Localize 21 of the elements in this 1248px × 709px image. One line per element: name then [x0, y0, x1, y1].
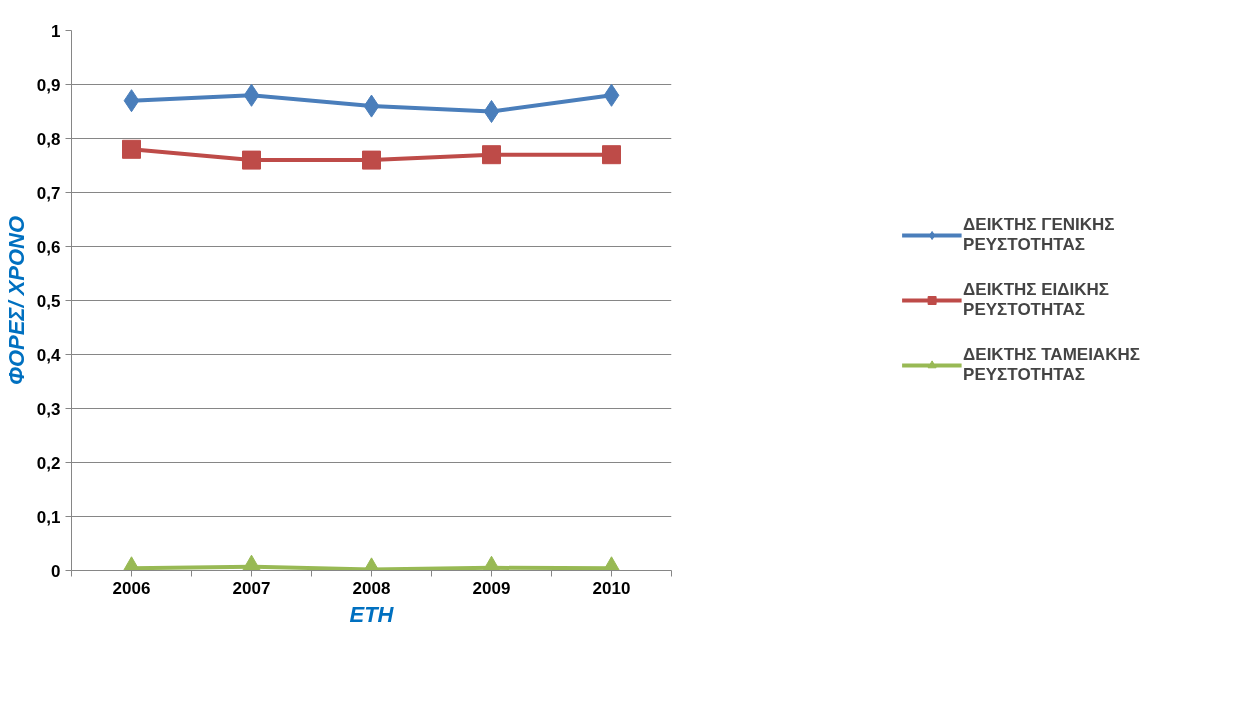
- legend-label: ΔΕΙΚΤΗΣ ΓΕΝΙΚΗΣ ΡΕΥΣΤΟΤΗΤΑΣ: [963, 215, 1115, 255]
- x-tick-label: 2009: [472, 578, 511, 598]
- y-tick-label: 0,1: [36, 507, 61, 527]
- y-tick-label: 0: [51, 561, 61, 581]
- x-tick-label: 2006: [112, 578, 151, 598]
- y-tick-label: 0,7: [36, 183, 61, 203]
- x-axis-title: ΕΤΗ: [349, 601, 395, 627]
- y-tick-label: 0,2: [36, 453, 61, 473]
- y-axis-title: ΦΟΡΕΣ/ ΧΡΟΝΟ: [3, 215, 29, 386]
- y-tick-label: 0,9: [36, 75, 61, 95]
- y-tick-label: 0,4: [36, 345, 62, 365]
- y-tick-label: 0,6: [36, 237, 61, 257]
- y-tick-label: 0,3: [36, 399, 61, 419]
- y-tick-label: 1: [51, 21, 61, 41]
- y-tick-label: 0,5: [36, 291, 61, 311]
- y-tick-label: 0,8: [36, 129, 61, 149]
- x-tick-label: 2010: [592, 578, 631, 598]
- legend-label: ΔΕΙΚΤΗΣ ΕΙΔΙΚΗΣ ΡΕΥΣΤΟΤΗΤΑΣ: [963, 280, 1109, 320]
- legend-label: ΔΕΙΚΤΗΣ ΤΑΜΕΙΑΚΗΣ ΡΕΥΣΤΟΤΗΤΑΣ: [963, 345, 1140, 385]
- x-tick-label: 2008: [352, 578, 391, 598]
- x-tick-label: 2007: [232, 578, 271, 598]
